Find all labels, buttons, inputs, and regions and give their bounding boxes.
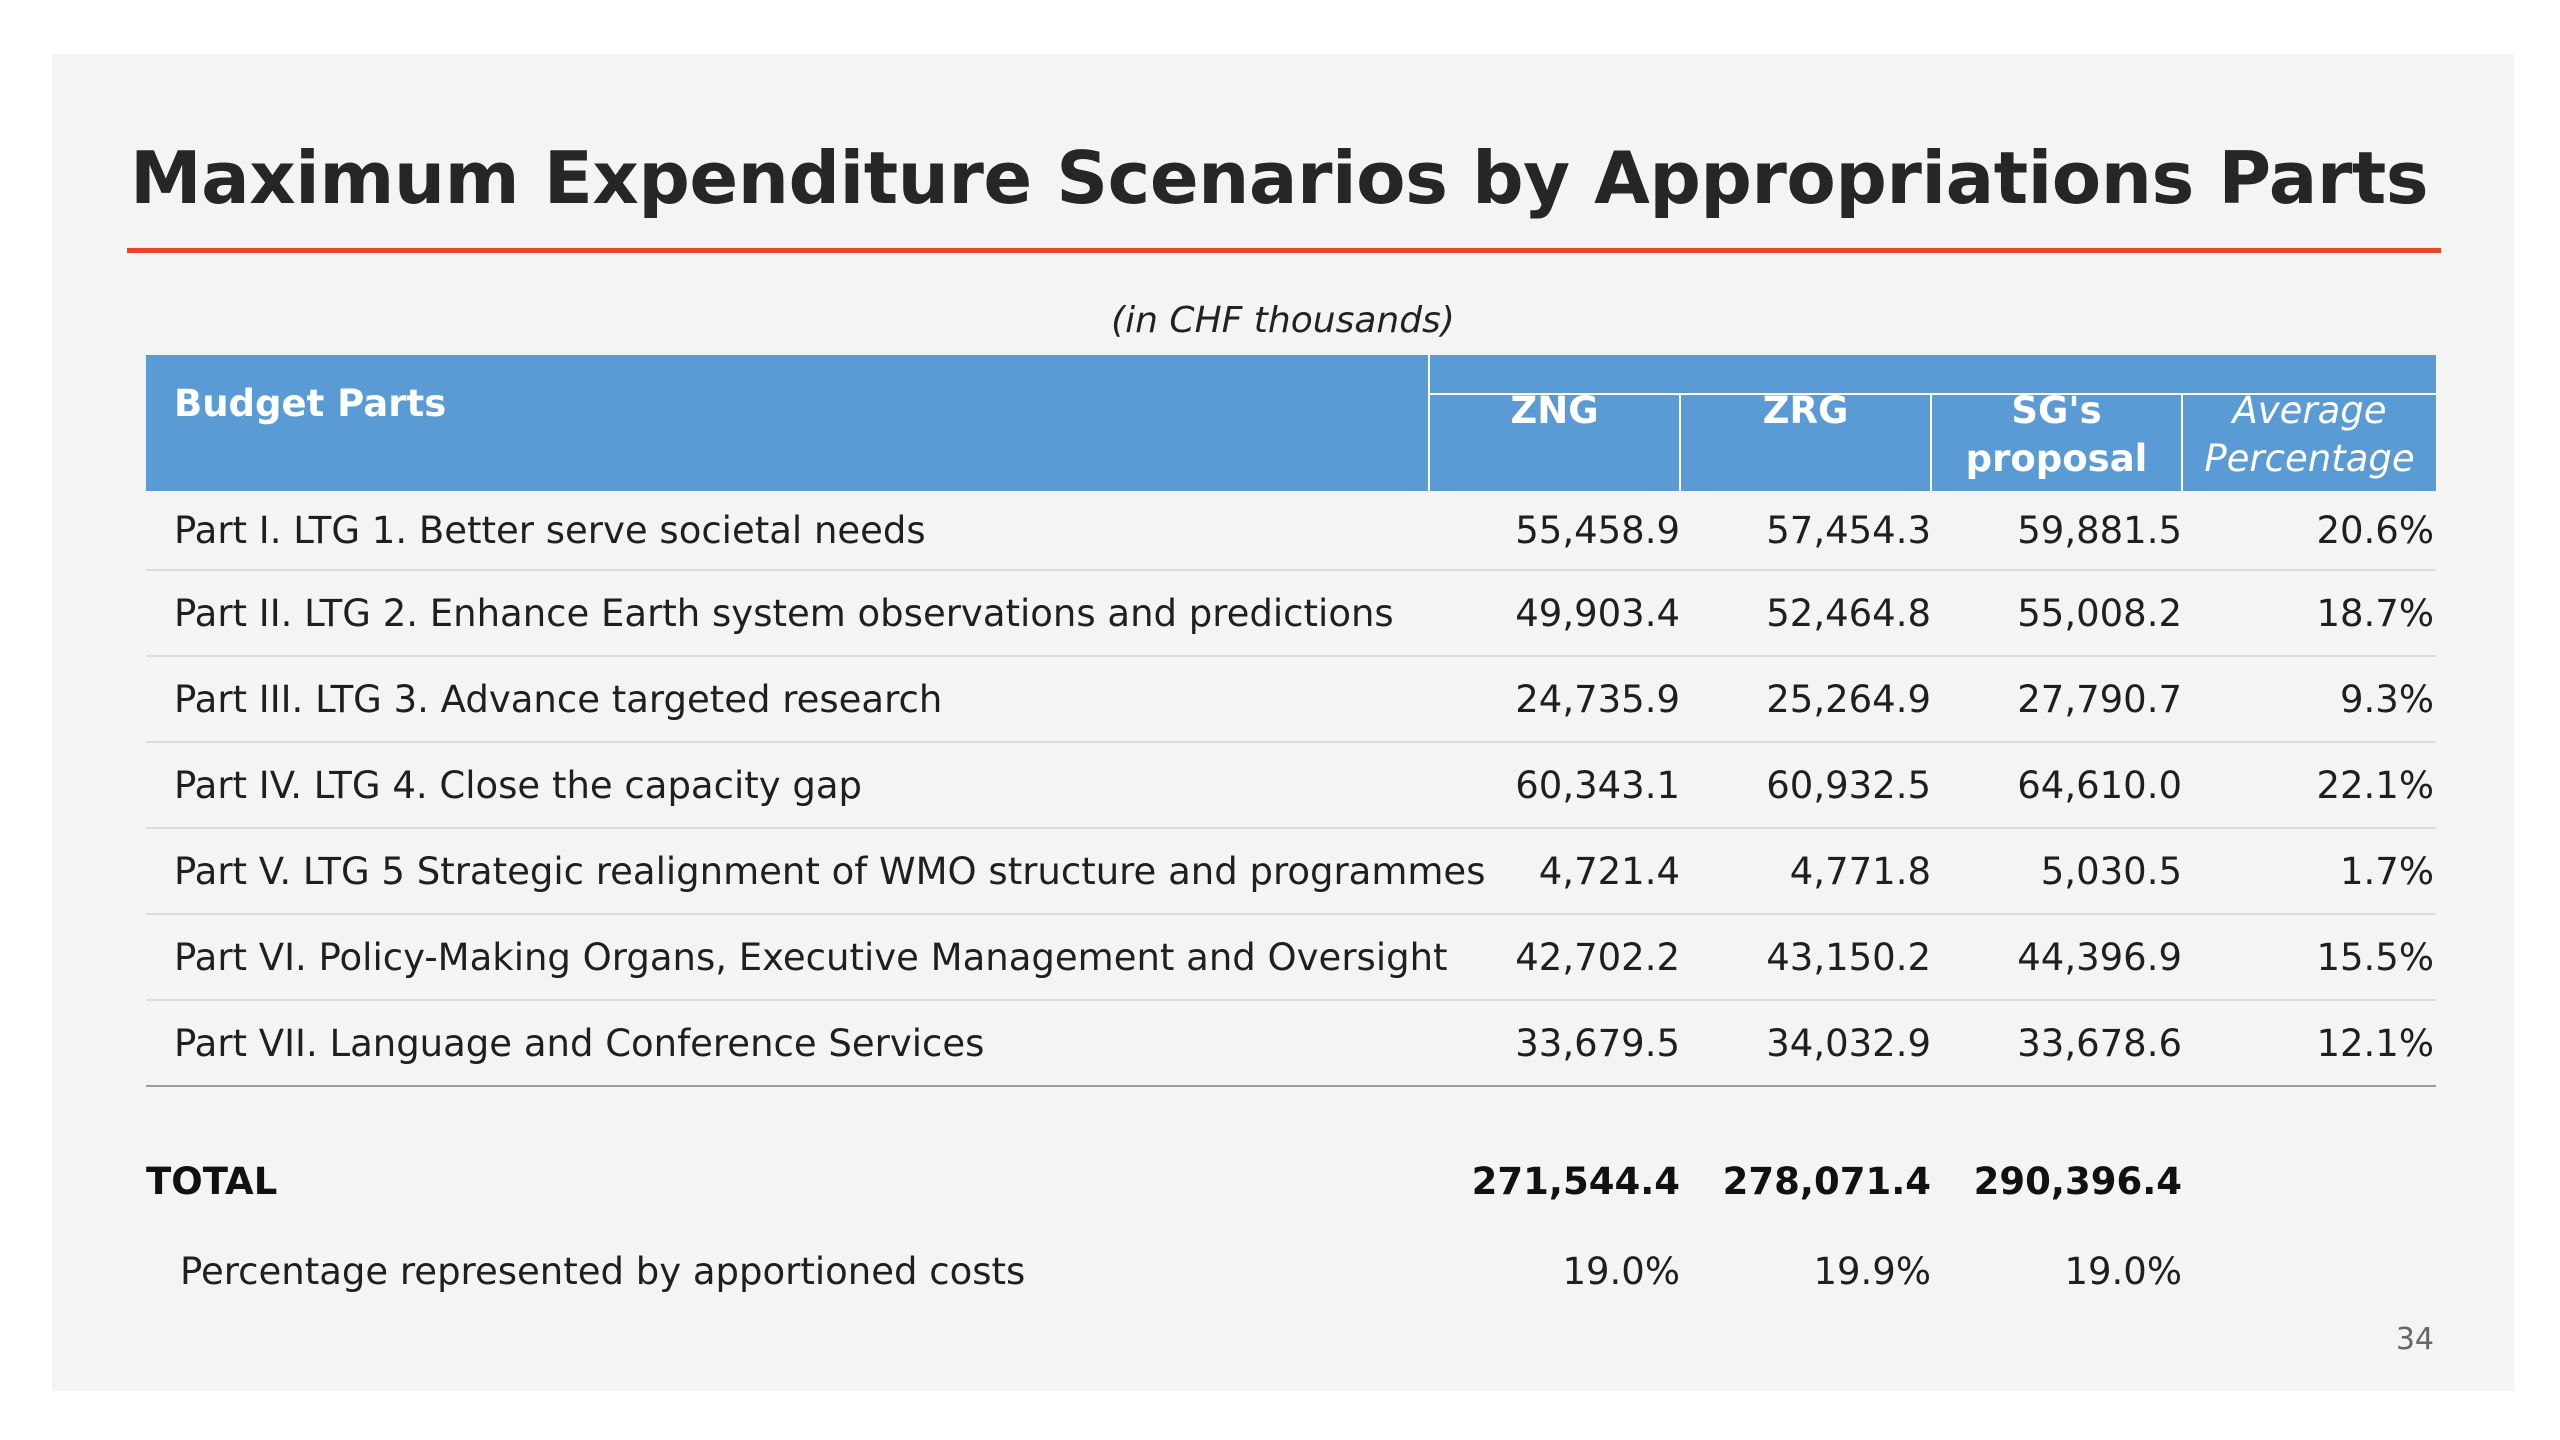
row-zrg-value: 34,032.9 (1680, 1000, 1931, 1087)
slide-title: Maximum Expenditure Scenarios by Appropr… (130, 136, 2429, 220)
row-zrg-value: 60,932.5 (1680, 742, 1931, 829)
row-part-label: Part V. LTG 5 Strategic realignment of W… (146, 828, 1485, 915)
row-zrg-value: 25,264.9 (1680, 656, 1931, 743)
row-part-label: Part VII. Language and Conference Servic… (146, 1000, 1429, 1087)
row-sg-value: 5,030.5 (1931, 828, 2182, 915)
row-zng-value: 4,721.4 (1429, 828, 1680, 915)
page-number: 34 (2395, 1322, 2434, 1357)
row-zrg-value: 57,454.3 (1680, 491, 1931, 571)
row-zng-value: 49,903.4 (1429, 570, 1680, 657)
row-sg-value: 55,008.2 (1931, 570, 2182, 657)
table-row: Part VI. Policy-Making Organs, Executive… (146, 914, 2436, 1001)
header-average-percentage: Average Percentage (2181, 389, 2436, 491)
row-avg-value: 12.1% (2182, 1000, 2436, 1087)
total-zrg-value: 278,071.4 (1722, 1159, 1931, 1203)
apportioned-row: Percentage represented by apportioned co… (146, 1241, 2436, 1301)
row-zng-value: 33,679.5 (1429, 1000, 1680, 1087)
row-sg-value: 33,678.6 (1931, 1000, 2182, 1087)
row-sg-value: 44,396.9 (1931, 914, 2182, 1001)
header-budget-parts: Budget Parts (146, 382, 1429, 491)
table-header: Budget Parts ZNG ZRG SG's proposal Avera… (146, 382, 2436, 491)
row-part-label: Part III. LTG 3. Advance targeted resear… (146, 656, 1429, 743)
row-avg-value: 15.5% (2182, 914, 2436, 1001)
row-zng-value: 60,343.1 (1429, 742, 1680, 829)
apportioned-label: Percentage represented by apportioned co… (180, 1249, 1026, 1293)
row-zng-value: 24,735.9 (1429, 656, 1680, 743)
table-row: Part IV. LTG 4. Close the capacity gap 6… (146, 742, 2436, 829)
total-row: TOTAL 271,544.4 278,071.4 290,396.4 (146, 1086, 2436, 1241)
row-zrg-value: 43,150.2 (1680, 914, 1931, 1001)
slide: Maximum Expenditure Scenarios by Appropr… (52, 54, 2514, 1391)
table-row: Part VII. Language and Conference Servic… (146, 1000, 2436, 1087)
row-avg-value: 1.7% (2182, 828, 2436, 915)
row-avg-value: 22.1% (2182, 742, 2436, 829)
header-zng: ZNG (1428, 389, 1680, 491)
header-top-band (146, 355, 2436, 395)
title-underline (127, 248, 2441, 253)
row-part-label: Part II. LTG 2. Enhance Earth system obs… (146, 570, 1429, 657)
apportioned-zng-value: 19.0% (1562, 1249, 1680, 1293)
apportioned-sg-value: 19.0% (2064, 1249, 2182, 1293)
row-part-label: Part VI. Policy-Making Organs, Executive… (146, 914, 1448, 1001)
row-zng-value: 55,458.9 (1429, 491, 1680, 571)
row-avg-value: 18.7% (2182, 570, 2436, 657)
table-row: Part I. LTG 1. Better serve societal nee… (146, 491, 2436, 571)
row-sg-value: 64,610.0 (1931, 742, 2182, 829)
table-row: Part II. LTG 2. Enhance Earth system obs… (146, 570, 2436, 657)
row-avg-value: 20.6% (2182, 491, 2436, 571)
row-sg-value: 59,881.5 (1931, 491, 2182, 571)
budget-table: Budget Parts ZNG ZRG SG's proposal Avera… (146, 355, 2436, 1301)
row-sg-value: 27,790.7 (1931, 656, 2182, 743)
row-zng-value: 42,702.2 (1429, 914, 1680, 1001)
table-row: Part III. LTG 3. Advance targeted resear… (146, 656, 2436, 743)
row-part-label: Part IV. LTG 4. Close the capacity gap (146, 742, 1429, 829)
total-zng-value: 271,544.4 (1471, 1159, 1680, 1203)
units-caption: (in CHF thousands) (1111, 300, 1455, 341)
header-sg-proposal: SG's proposal (1930, 389, 2182, 491)
header-zrg: ZRG (1679, 389, 1931, 491)
apportioned-zrg-value: 19.9% (1813, 1249, 1931, 1293)
table-row: Part V. LTG 5 Strategic realignment of W… (146, 828, 2436, 915)
total-avg-value (2182, 1086, 2436, 1241)
total-label: TOTAL (146, 1159, 278, 1203)
total-sg-value: 290,396.4 (1973, 1159, 2182, 1203)
row-zrg-value: 4,771.8 (1680, 828, 1931, 915)
row-avg-value: 9.3% (2182, 656, 2436, 743)
row-part-label: Part I. LTG 1. Better serve societal nee… (146, 491, 1429, 571)
row-zrg-value: 52,464.8 (1680, 570, 1931, 657)
